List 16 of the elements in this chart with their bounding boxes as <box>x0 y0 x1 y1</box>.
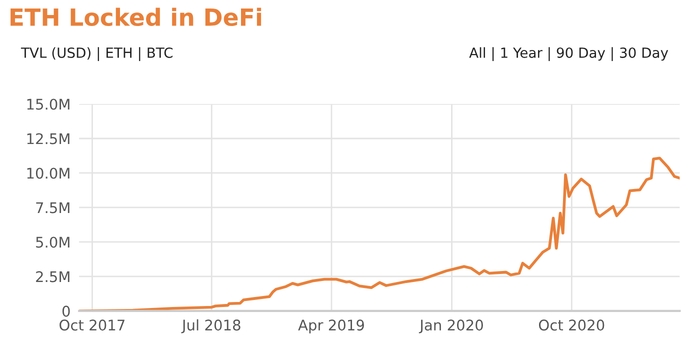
x-tick-label: Oct 2017 <box>60 320 124 331</box>
y-tick-label: 12.5M <box>27 133 70 144</box>
text: TVL (USD) | ETH | BTC <box>20 47 173 62</box>
y-tick-label: 5.0M <box>36 236 70 248</box>
y-tick-label: 15.0M <box>27 98 70 110</box>
x-tick-label: Oct 2020 <box>538 320 604 331</box>
y-tick-label: 10.0M <box>27 168 70 179</box>
line-series <box>79 156 680 311</box>
x-tick-label: Jul 2018 <box>181 319 240 334</box>
x-tick-label: Apr 2019 <box>298 320 364 334</box>
chart-title: ETH Locked in DeFi <box>10 8 262 26</box>
text: All | 1 Year | 90 Day | 30 Day <box>469 47 668 62</box>
y-tick-label: 2.5M <box>36 271 70 282</box>
y-tick-label: 7.5M <box>36 202 70 214</box>
x-tick-label: Jan 2020 <box>418 320 483 334</box>
y-tick-label: 0 <box>62 306 70 317</box>
